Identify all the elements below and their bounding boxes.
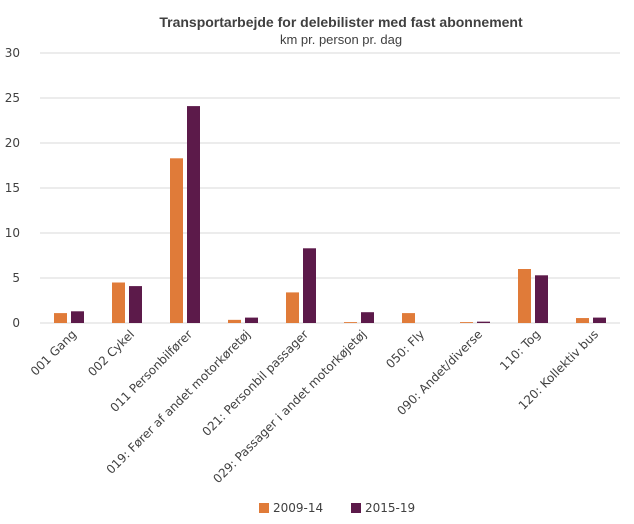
bar-2015-19-5 bbox=[303, 248, 316, 323]
bar-2009-14-2 bbox=[112, 282, 125, 323]
x-tick-label: 002 Cykel bbox=[85, 327, 137, 379]
legend-label: 2009-14 bbox=[273, 501, 323, 515]
y-tick-label: 10 bbox=[5, 226, 20, 240]
bar-2009-14-4 bbox=[228, 319, 241, 323]
bar-2009-14-9 bbox=[518, 269, 531, 323]
bar-2015-19-4 bbox=[245, 317, 258, 323]
y-tick-label: 15 bbox=[5, 181, 20, 195]
bar-2009-14-7 bbox=[402, 313, 415, 323]
x-tick-label: 110: Tog bbox=[497, 327, 543, 373]
gridlines bbox=[40, 52, 620, 324]
bar-2009-14-3 bbox=[170, 158, 183, 323]
bar-2009-14-6 bbox=[344, 322, 357, 323]
x-tick-label: 050: Fly bbox=[383, 327, 427, 371]
bar-2015-19-9 bbox=[535, 275, 548, 323]
legend-swatch bbox=[351, 503, 361, 513]
y-tick-label: 20 bbox=[5, 136, 20, 150]
bar-2009-14-8 bbox=[460, 322, 473, 323]
bar-2009-14-5 bbox=[286, 292, 299, 323]
bar-2015-19-10 bbox=[593, 317, 606, 323]
bar-2015-19-6 bbox=[361, 312, 374, 323]
chart-title: Transportarbejde for delebilister med fa… bbox=[159, 14, 523, 30]
bar-2015-19-8 bbox=[477, 321, 490, 323]
bars bbox=[54, 106, 606, 323]
legend-label: 2015-19 bbox=[365, 501, 415, 515]
y-axis-ticks: 0 5 10 15 20 25 30 bbox=[5, 46, 20, 330]
chart-subtitle: km pr. person pr. dag bbox=[280, 32, 402, 47]
y-tick-label: 30 bbox=[5, 46, 20, 60]
legend-swatch bbox=[259, 503, 269, 513]
y-tick-label: 0 bbox=[12, 316, 20, 330]
x-tick-label: 021: Personbil passager bbox=[199, 327, 311, 439]
bar-2009-14-10 bbox=[576, 318, 589, 323]
y-tick-label: 25 bbox=[5, 91, 20, 105]
x-tick-label: 001 Gang bbox=[28, 327, 79, 378]
y-tick-label: 5 bbox=[12, 271, 20, 285]
legend: 2009-14 2015-19 bbox=[259, 501, 415, 515]
bar-2015-19-2 bbox=[129, 286, 142, 323]
bar-2015-19-3 bbox=[187, 106, 200, 323]
bar-2009-14-1 bbox=[54, 313, 67, 323]
bar-2015-19-1 bbox=[71, 311, 84, 323]
